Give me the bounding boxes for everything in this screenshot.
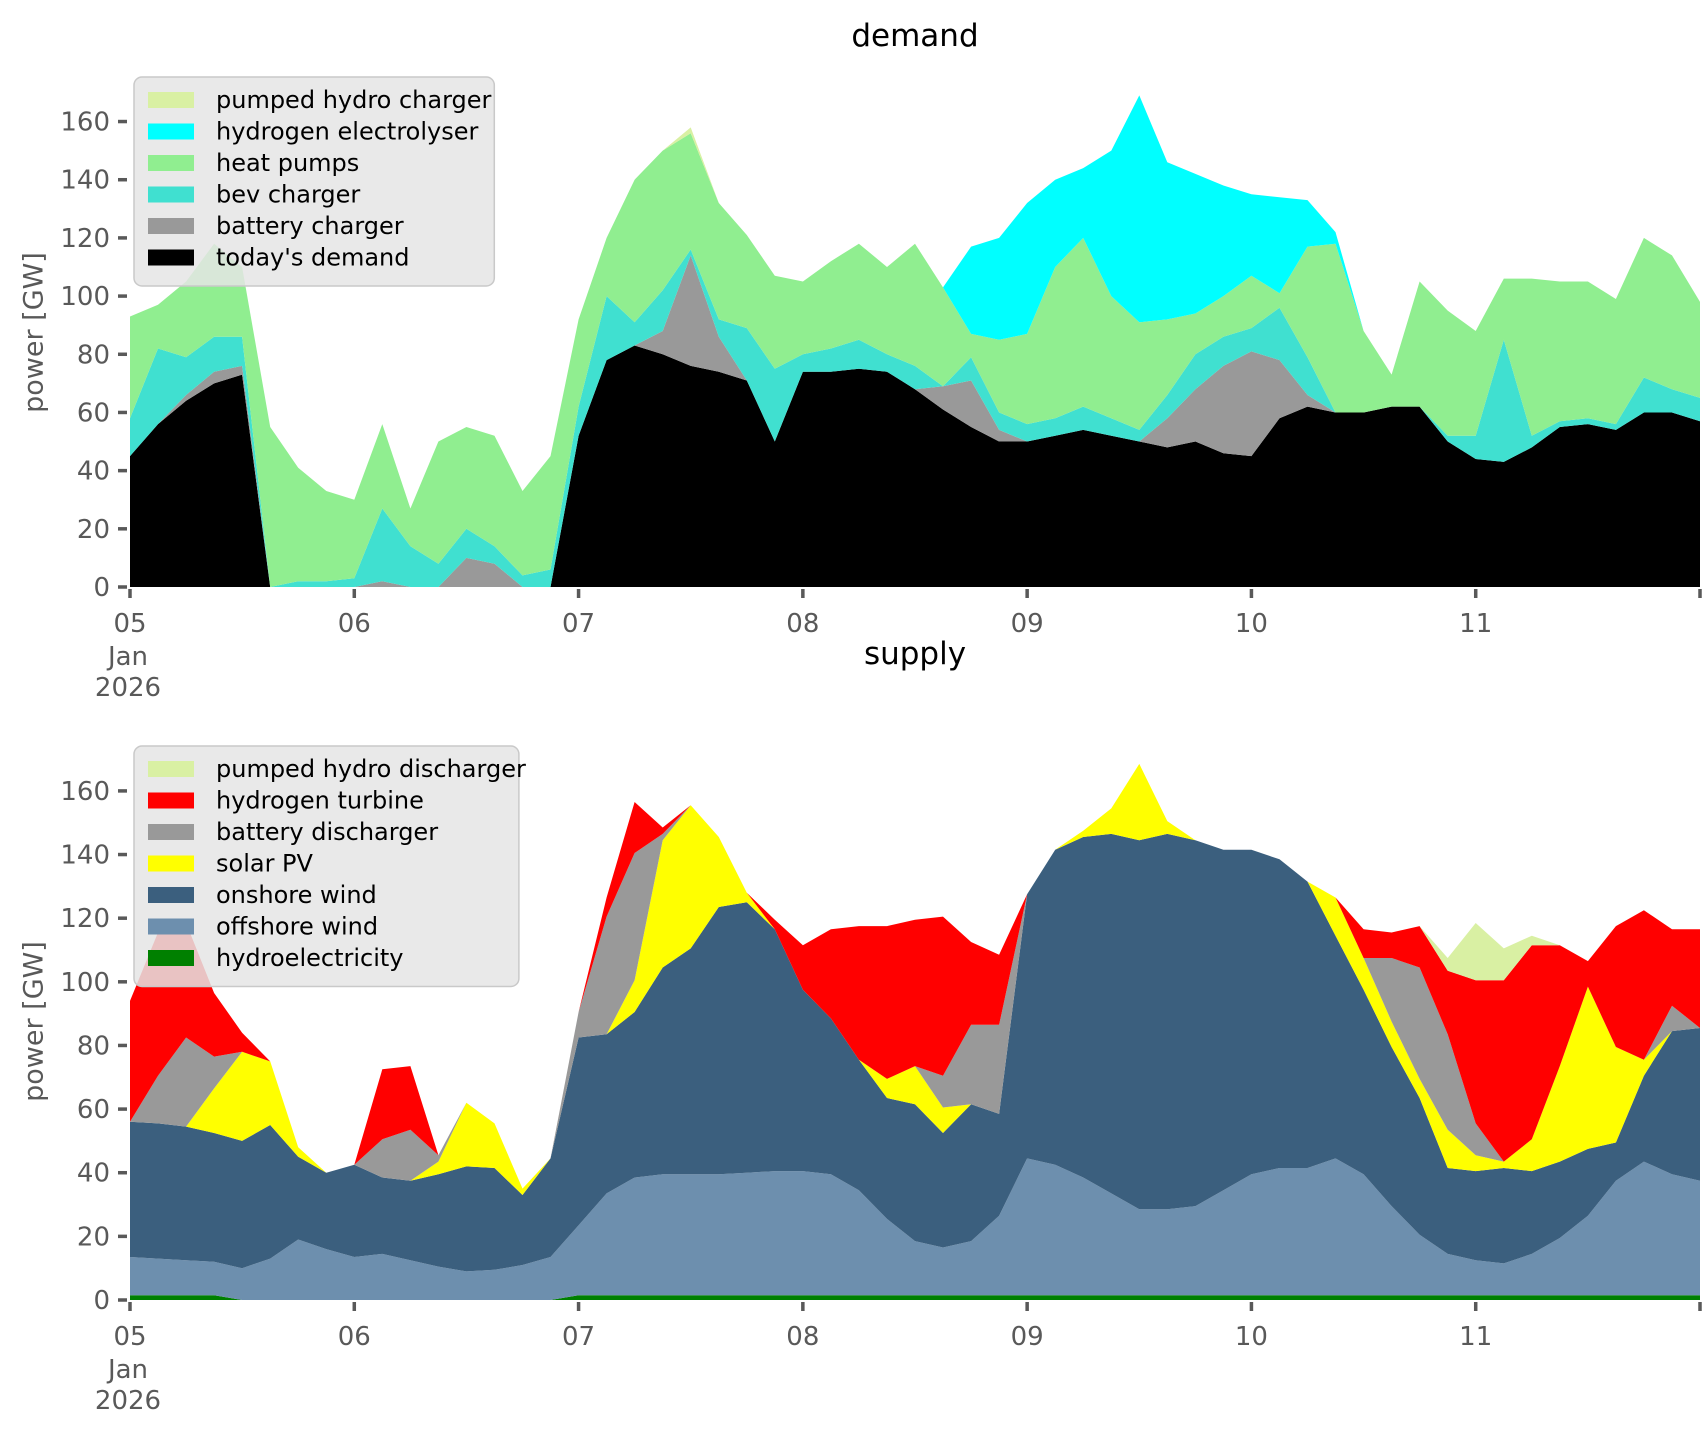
demand-legend-label: pumped hydro charger: [216, 86, 492, 114]
supply-y-tick-label: 40: [77, 1159, 110, 1189]
supply-y-tick-label: 80: [77, 1031, 110, 1061]
supply-x-tick-label: 10: [1235, 1322, 1268, 1352]
supply-x-tick-label: 09: [1011, 1322, 1044, 1352]
demand-x-tick-label: 05: [113, 609, 146, 639]
supply-y-tick-label: 0: [93, 1286, 110, 1316]
demand-x-tick-label: 11: [1459, 609, 1492, 639]
demand-legend-label: heat pumps: [216, 149, 359, 177]
supply-area-hydrogen-turbine: [130, 763, 1700, 1189]
demand-legend-swatch-heat-pumps: [148, 155, 194, 171]
supply-x-tick-label: 08: [786, 1322, 819, 1352]
demand-legend-label: battery charger: [216, 212, 404, 240]
demand-y-tick-label: 160: [60, 108, 110, 138]
demand-legend-label: hydrogen electrolyser: [216, 118, 478, 146]
demand-y-tick-label: 140: [60, 166, 110, 196]
supply-x-axis-year-label: 2026: [95, 1386, 161, 1416]
supply-y-tick-label: 20: [77, 1222, 110, 1252]
demand-y-tick-label: 100: [60, 282, 110, 312]
supply-legend-swatch-solar-pv: [148, 855, 194, 872]
demand-x-tick-label: 06: [338, 609, 371, 639]
supply-area-solar-pv: [130, 763, 1700, 1195]
demand-area-heat-pumps: [130, 133, 1700, 587]
demand-y-tick-label: 80: [77, 340, 110, 370]
supply-legend: pumped hydro discharger hydrogen turbine b…: [133, 745, 526, 988]
supply-y-axis-label: power [GW]: [18, 941, 50, 1102]
supply-area-offshore-wind: [130, 1158, 1700, 1300]
supply-legend-label: pumped hydro discharger: [216, 755, 526, 783]
supply-area-hydroelectricity: [130, 1295, 1700, 1300]
supply-legend-label: hydrogen turbine: [216, 787, 424, 815]
demand-legend-label: today's demand: [216, 244, 410, 272]
supply-legend-label: onshore wind: [216, 881, 377, 909]
supply-legend-label: offshore wind: [216, 913, 378, 941]
demand-x-tick-label: 07: [562, 609, 595, 639]
supply-legend-swatch-hydrogen-turbine: [148, 792, 194, 809]
demand-y-tick-label: 60: [77, 398, 110, 428]
demand-legend-swatch-today-s-demand: [148, 249, 194, 266]
demand-x-tick-label: 10: [1235, 609, 1268, 639]
supply-legend-swatch-hydroelectricity: [148, 950, 194, 966]
demand-x-tick-label: 08: [786, 609, 819, 639]
demand-chart: 0 20 40 60 80 100 120 140 160 05 06 07 08 09 10 11 Jan20…: [60, 76, 1702, 703]
supply-legend-label: solar PV: [216, 850, 314, 878]
supply-chart: 0 20 40 60 80 100 120 140 160 05 06 07 08 09 10 11 Jan20…: [60, 745, 1702, 1416]
supply-area-battery-discharger: [130, 763, 1700, 1189]
demand-y-tick-label: 120: [60, 224, 110, 254]
supply-legend-label: hydroelectricity: [216, 944, 404, 972]
supply-legend-swatch-offshore-wind: [148, 918, 194, 935]
demand-legend-swatch-pumped-hydro-charger: [148, 92, 194, 108]
supply-x-tick-label: 11: [1459, 1322, 1492, 1352]
supply-legend-box: [133, 745, 520, 988]
demand-legend-box: [133, 76, 496, 287]
supply-chart-title: supply: [863, 636, 967, 672]
demand-y-tick-label: 0: [93, 573, 110, 603]
demand-x-tick-label: 09: [1011, 609, 1044, 639]
demand-legend-swatch-hydrogen-electrolyser: [148, 123, 194, 140]
demand-legend-swatch-battery-charger: [148, 218, 194, 234]
supply-area-onshore-wind: [130, 833, 1700, 1272]
supply-y-tick-label: 160: [60, 777, 110, 807]
demand-y-tick-label: 20: [77, 515, 110, 545]
demand-y-tick-label: 40: [77, 457, 110, 487]
supply-x-tick-label: 05: [113, 1322, 146, 1352]
supply-legend-swatch-battery-discharger: [148, 824, 194, 840]
demand-y-axis-label: power [GW]: [18, 252, 50, 413]
supply-y-tick-label: 140: [60, 841, 110, 871]
demand-legend: pumped hydro charger hydrogen electrolyse…: [133, 76, 496, 287]
supply-y-tick-label: 100: [60, 968, 110, 998]
demand-x-axis-month-label: Jan: [106, 642, 148, 672]
supply-y-tick-label: 60: [77, 1095, 110, 1125]
demand-legend-swatch-bev-charger: [148, 186, 194, 203]
supply-legend-label: battery discharger: [216, 818, 438, 846]
demand-area-today-s-demand: [130, 345, 1700, 587]
supply-y-tick-label: 120: [60, 904, 110, 934]
demand-legend-label: bev charger: [216, 181, 360, 209]
supply-legend-swatch-pumped-hydro-discharger: [148, 761, 194, 777]
supply-legend-swatch-onshore-wind: [148, 887, 194, 903]
demand-x-axis-year-label: 2026: [95, 673, 161, 703]
demand-chart-title: demand: [851, 18, 979, 54]
supply-x-tick-label: 07: [562, 1322, 595, 1352]
supply-x-axis-month-label: Jan: [106, 1355, 148, 1385]
supply-x-tick-label: 06: [338, 1322, 371, 1352]
